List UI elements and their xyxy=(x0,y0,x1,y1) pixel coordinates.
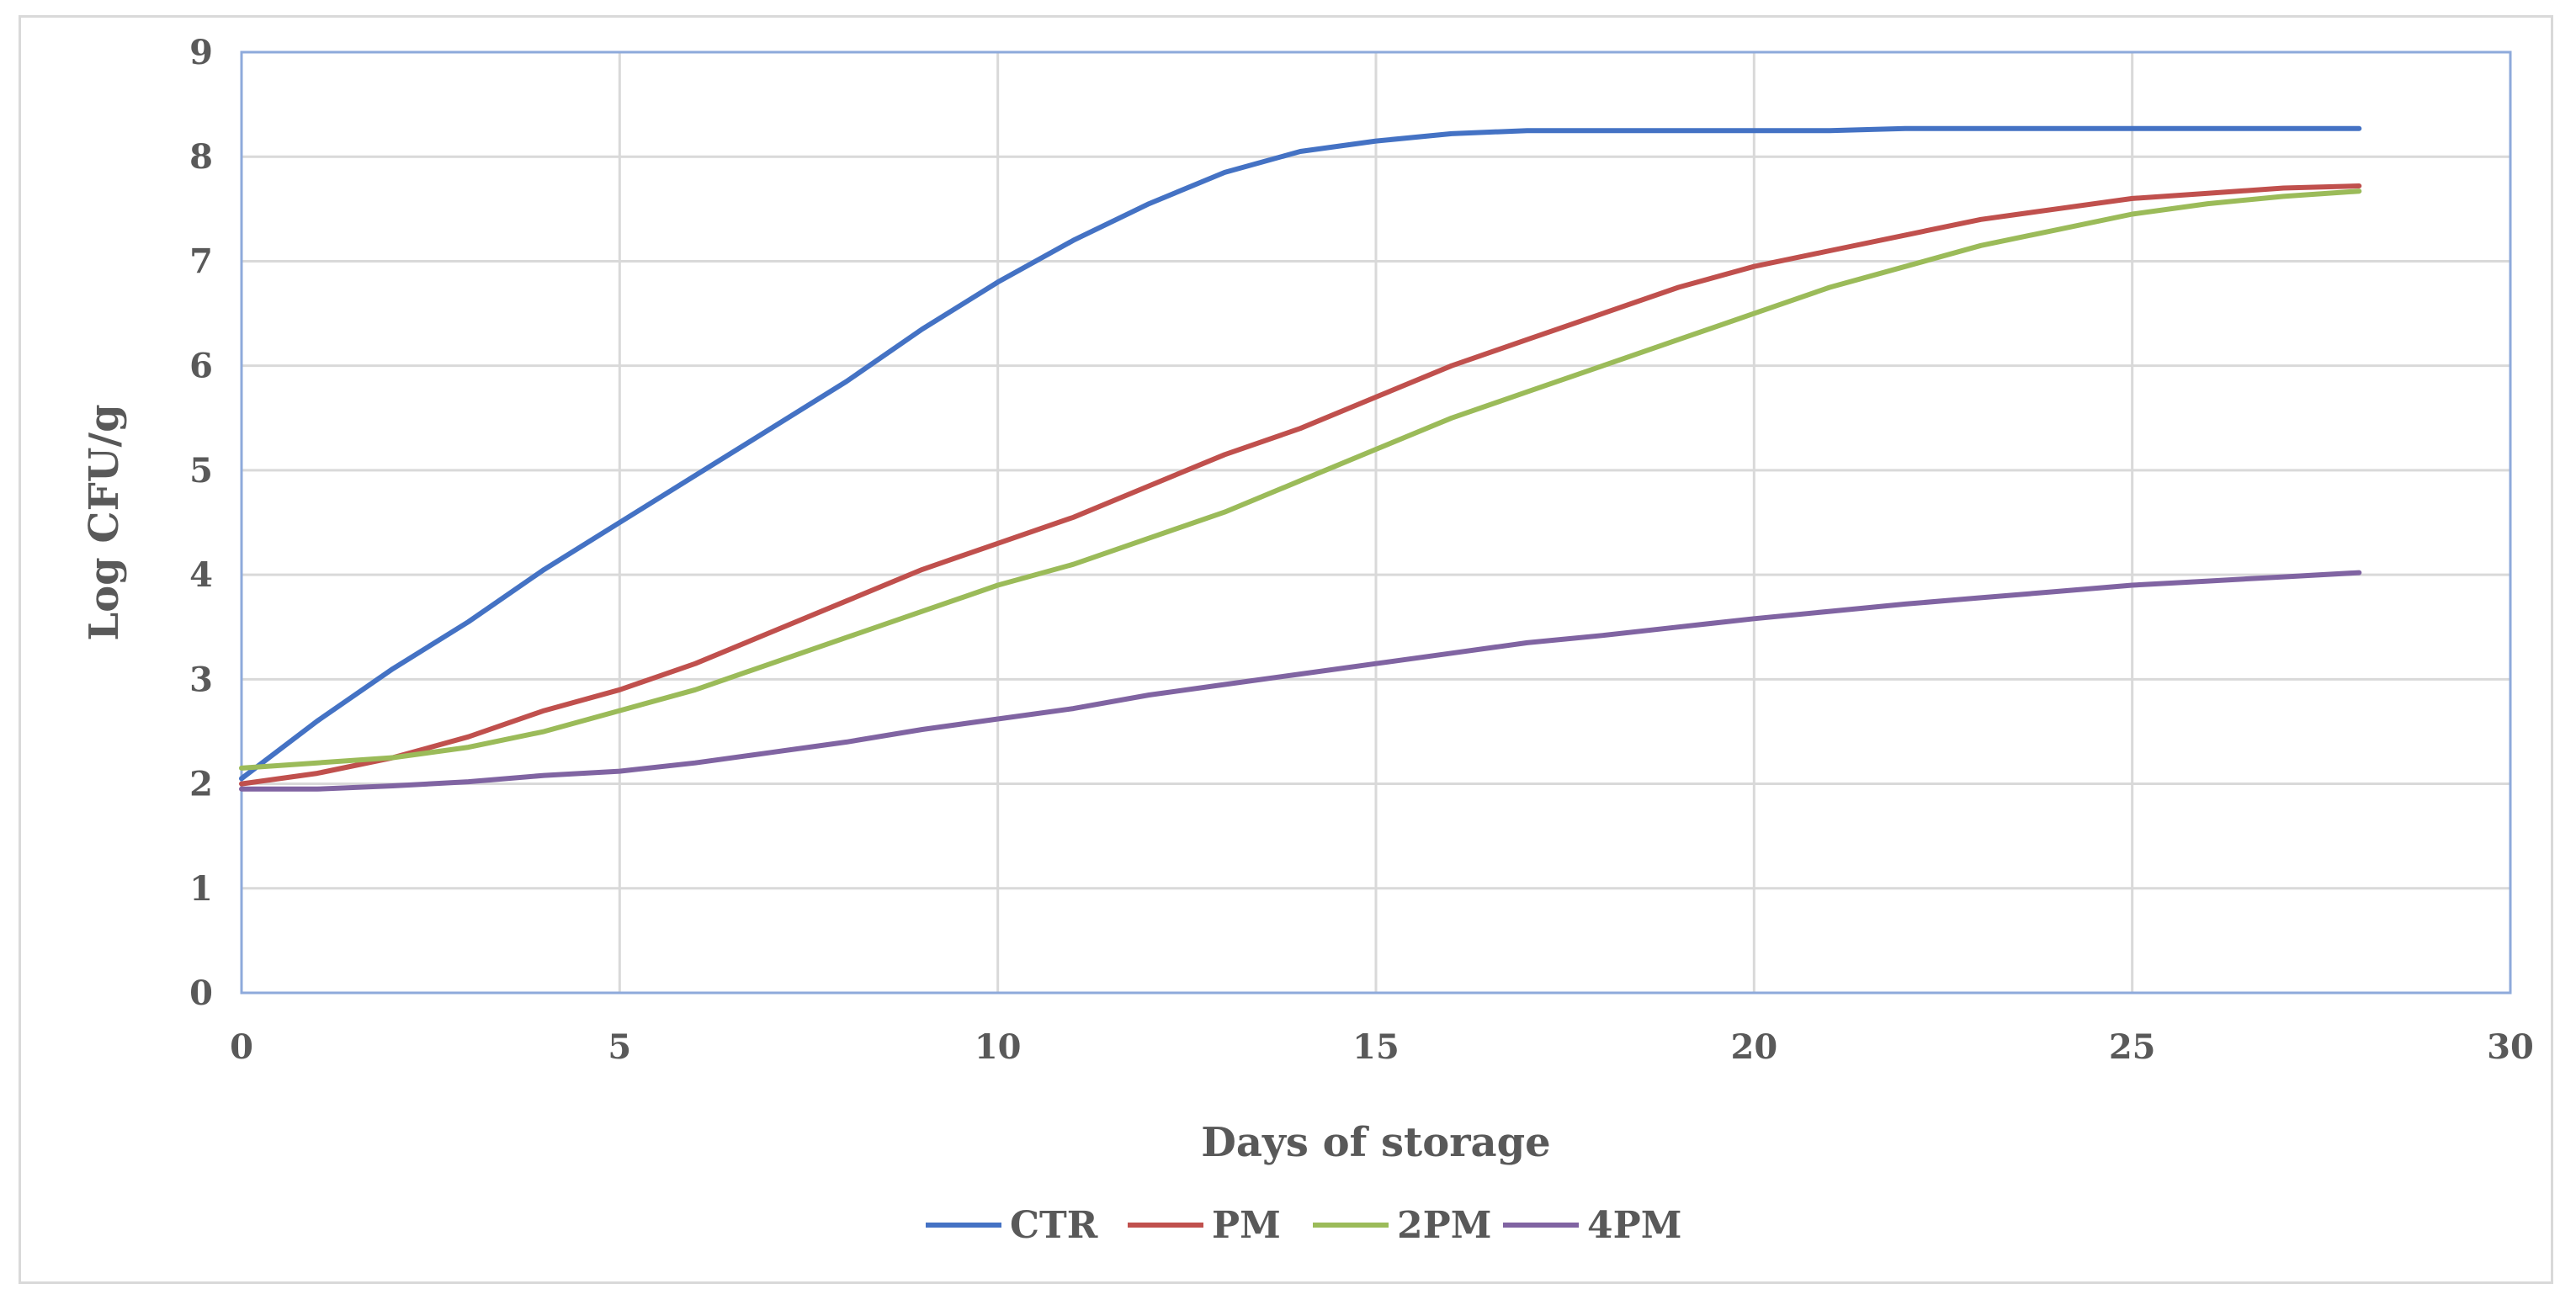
y-tick-label: 3 xyxy=(189,660,213,699)
legend-label-ctr: CTR xyxy=(1010,1204,1098,1247)
x-tick-label: 15 xyxy=(1352,1027,1400,1067)
legend-label-4pm: 4PM xyxy=(1587,1204,1681,1247)
y-tick-label: 1 xyxy=(189,869,213,909)
x-tick-labels: 0 5 10 15 20 25 30 xyxy=(230,1027,2534,1067)
grid-lines xyxy=(240,50,2512,995)
x-tick-label: 20 xyxy=(1730,1027,1777,1067)
series-line-ctr xyxy=(239,125,2362,782)
x-tick-label: 10 xyxy=(975,1027,1022,1067)
y-tick-label: 0 xyxy=(189,973,213,1013)
x-tick-label: 5 xyxy=(608,1027,631,1067)
x-tick-label: 30 xyxy=(2487,1027,2534,1067)
x-tick-label: 0 xyxy=(230,1027,253,1067)
y-tick-label: 5 xyxy=(189,451,213,491)
y-axis-title: Log CFU/g xyxy=(81,404,128,640)
legend-label-2pm: 2PM xyxy=(1397,1204,1491,1247)
y-tick-label: 2 xyxy=(189,765,213,804)
y-tick-label: 8 xyxy=(189,137,213,177)
series-lines xyxy=(239,125,2362,792)
series-line-pm xyxy=(239,183,2362,787)
y-tick-label: 9 xyxy=(189,33,213,72)
chart-frame xyxy=(19,15,2553,1284)
x-tick-label: 25 xyxy=(2109,1027,2156,1067)
y-tick-label: 6 xyxy=(189,347,213,386)
y-tick-label: 4 xyxy=(189,555,213,595)
y-tick-label: 7 xyxy=(189,241,213,281)
plot-area-border xyxy=(240,50,2512,995)
x-axis-title: Days of storage xyxy=(1201,1119,1550,1166)
series-line-2pm xyxy=(239,188,2362,771)
y-tick-labels: 0 1 2 3 4 5 6 7 8 9 xyxy=(189,33,213,1013)
legend-label-pm: PM xyxy=(1212,1204,1281,1247)
legend: CTR PM 2PM 4PM xyxy=(926,1204,1681,1247)
series-line-4pm xyxy=(239,570,2362,792)
